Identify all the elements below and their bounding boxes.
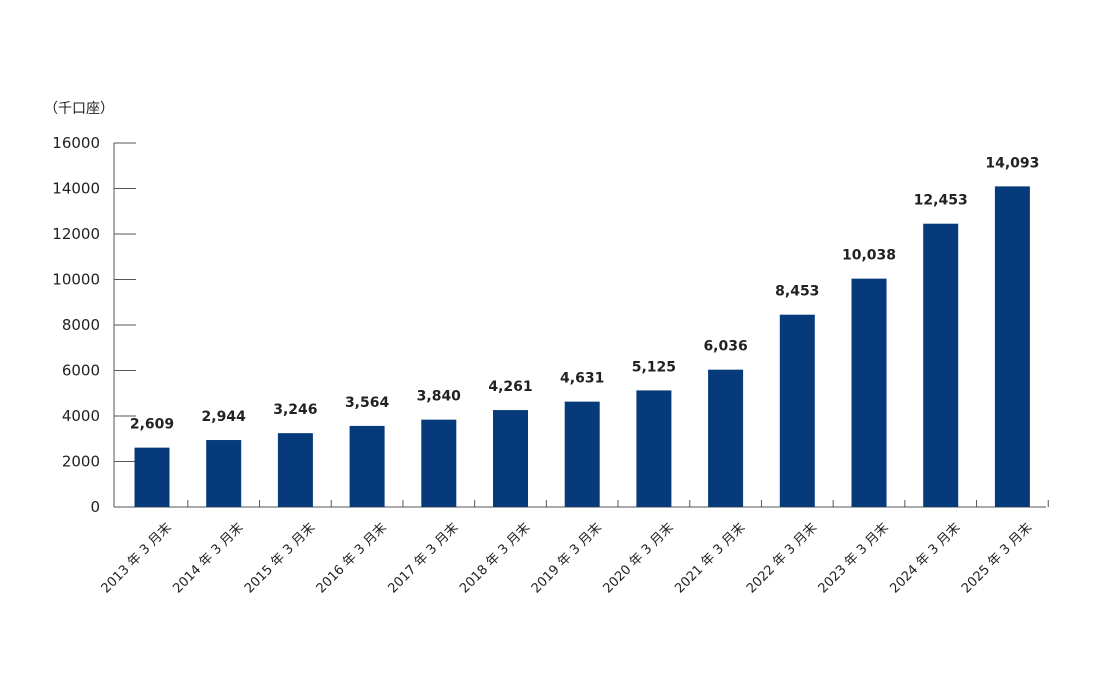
data-label: 6,036	[703, 339, 747, 355]
data-label: 8,453	[775, 284, 819, 300]
data-labels: 2,609 2,944 3,246 3,564 3,840 4,261 4,631 5,125…	[130, 155, 1040, 432]
y-tick-label: 0	[90, 498, 100, 516]
x-tick-label: 2022 年 3 月末	[744, 520, 820, 596]
x-tick-label: 2014 年 3 月末	[170, 520, 246, 596]
x-tick-label: 2021 年 3 月末	[672, 520, 748, 596]
bar	[636, 390, 672, 507]
data-label: 14,093	[985, 155, 1039, 171]
bar	[493, 410, 528, 507]
y-tick-label: 14000	[52, 180, 100, 198]
data-label: 3,246	[273, 402, 317, 418]
x-tick-label: 2023 年 3 月末	[816, 520, 892, 596]
y-tick-label: 12000	[52, 225, 100, 243]
bar	[277, 433, 313, 507]
y-axis-unit-label: （千口座）	[44, 101, 114, 117]
data-label: 5,125	[632, 359, 676, 375]
bar	[779, 314, 815, 507]
data-label: 10,038	[842, 248, 896, 264]
data-label: 2,944	[202, 409, 247, 425]
data-label: 3,840	[417, 389, 462, 405]
bar	[134, 447, 170, 507]
x-tick-label: 2020 年 3 月末	[601, 520, 677, 596]
bar	[421, 419, 457, 507]
x-tick-label: 2015 年 3 月末	[242, 520, 318, 596]
y-tick-label: 6000	[62, 362, 100, 380]
bar	[923, 223, 959, 507]
data-label: 4,261	[488, 379, 532, 395]
x-tick-label: 2024 年 3 月末	[887, 520, 963, 596]
bars	[134, 186, 1030, 507]
data-label: 4,631	[560, 371, 604, 387]
y-tick-label: 4000	[62, 407, 100, 425]
bar	[851, 278, 887, 507]
x-tick-label: 2018 年 3 月末	[457, 520, 533, 596]
y-tick-label: 16000	[52, 134, 100, 152]
y-axis-ticks: 0 2000 4000 6000 8000 10000 12000 14000 16000	[52, 134, 136, 516]
x-tick-label: 2025 年 3 月末	[959, 520, 1035, 596]
bar	[708, 369, 744, 507]
bar	[994, 186, 1030, 507]
x-tick-label: 2016 年 3 月末	[314, 520, 390, 596]
bar	[564, 401, 600, 507]
y-tick-label: 2000	[62, 453, 100, 471]
data-label: 3,564	[345, 395, 390, 411]
bar	[206, 440, 242, 507]
x-tick-label: 2019 年 3 月末	[529, 520, 605, 596]
data-label: 2,609	[130, 417, 174, 433]
y-tick-label: 10000	[52, 271, 100, 289]
data-label: 12,453	[914, 193, 968, 209]
x-tick-label: 2013 年 3 月末	[99, 520, 175, 596]
y-tick-label: 8000	[62, 316, 100, 334]
x-tick-label: 2017 年 3 月末	[385, 520, 461, 596]
bar	[349, 425, 385, 507]
